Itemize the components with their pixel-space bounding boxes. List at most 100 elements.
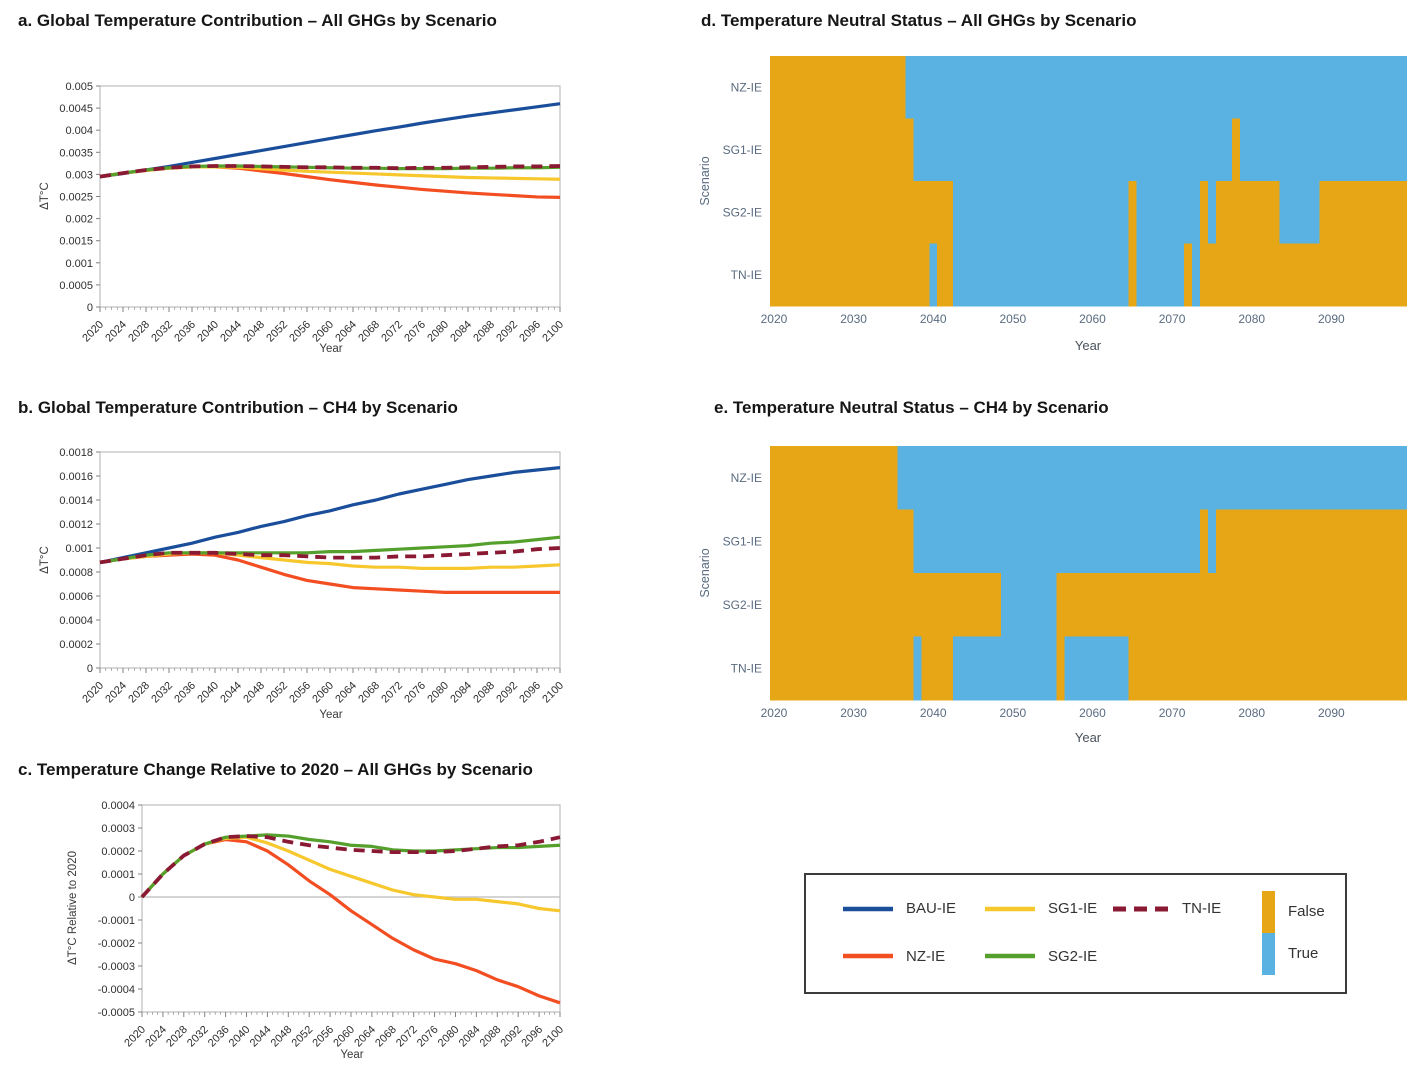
svg-text:2060: 2060 (310, 680, 336, 706)
svg-text:2048: 2048 (241, 319, 267, 345)
svg-text:2044: 2044 (218, 680, 244, 706)
heatmap-run-SG2-IE (1000, 573, 1057, 637)
svg-text:2070: 2070 (1159, 312, 1186, 326)
series-NZ-IE (140, 837, 561, 1005)
heatmap-run-TN-IE (770, 243, 930, 307)
svg-text:0.0004: 0.0004 (101, 800, 135, 812)
svg-text:2096: 2096 (517, 319, 543, 345)
status-true-swatch (1262, 932, 1275, 975)
heatmap-run-TN-IE (953, 636, 1057, 701)
heatmap-run-TN-IE (1184, 243, 1193, 307)
heatmap-run-SG2-IE (953, 181, 1129, 244)
panel-a: 0 0.0005 0.001 0.0015 0.002 0.0025 0.003 0.0035… (39, 81, 566, 355)
heatmap-run-SG1-IE (1215, 509, 1407, 574)
legend-line-nz-ie (843, 954, 893, 959)
heatmap-run-SG2-IE (1136, 181, 1200, 244)
legend-status: False True (1262, 890, 1325, 975)
svg-text:TN-IE: TN-IE (731, 268, 762, 282)
svg-text:0.0018: 0.0018 (59, 447, 93, 459)
legend-item-tn-ie: TN-IE (1112, 900, 1262, 917)
svg-text:2072: 2072 (379, 680, 405, 706)
svg-text:2056: 2056 (287, 680, 313, 706)
heatmap-run-NZ-IE (905, 56, 1407, 119)
legend-line-sg1-ie (985, 906, 1035, 911)
svg-text:0.004: 0.004 (65, 125, 93, 137)
svg-text:0.0012: 0.0012 (59, 519, 93, 531)
svg-text:0.0003: 0.0003 (101, 823, 135, 835)
status-false-label: False (1288, 902, 1325, 920)
legend-item-nz-ie: NZ-IE (842, 948, 984, 965)
svg-text:0.0014: 0.0014 (59, 495, 93, 507)
svg-text:2088: 2088 (471, 680, 497, 706)
svg-text:2080: 2080 (425, 319, 451, 345)
svg-text:2044: 2044 (248, 1024, 274, 1050)
svg-text:2080: 2080 (1238, 706, 1265, 720)
svg-text:2032: 2032 (185, 1024, 211, 1050)
heatmap-run-SG1-IE (770, 509, 914, 574)
svg-text:2100: 2100 (540, 680, 566, 706)
svg-text:Year: Year (319, 343, 342, 355)
heatmap-run-TN-IE (953, 243, 1129, 307)
heatmap-run-TN-IE (1192, 243, 1200, 307)
heatmap-run-TN-IE (921, 636, 954, 701)
heatmap-run-SG2-IE (1199, 181, 1208, 244)
status-false-swatch (1262, 890, 1275, 933)
svg-text:2030: 2030 (840, 312, 867, 326)
heatmap-run-TN-IE (770, 636, 914, 701)
heatmap-run-SG1-IE (1199, 509, 1208, 574)
heatmap-run-SG2-IE (1056, 573, 1407, 637)
status-swatch-bar (1262, 890, 1275, 975)
svg-text:Year: Year (1075, 338, 1102, 353)
series-SG2-IE (99, 535, 561, 564)
svg-text:2088: 2088 (478, 1024, 504, 1050)
legend-line-sg2-ie (985, 954, 1035, 959)
svg-text:2024: 2024 (143, 1024, 169, 1050)
svg-text:2080: 2080 (425, 680, 451, 706)
heatmap-run-SG2-IE (1279, 181, 1320, 244)
svg-text:2050: 2050 (1000, 706, 1027, 720)
legend-item-sg2-ie: SG2-IE (984, 948, 1112, 965)
heatmap-run-SG1-IE (1231, 118, 1240, 182)
heatmap-run-NZ-IE (897, 446, 1407, 510)
heatmap-run-TN-IE (1128, 243, 1137, 307)
svg-text:0.0035: 0.0035 (59, 147, 93, 159)
svg-text:2020: 2020 (122, 1024, 148, 1050)
svg-text:2100: 2100 (540, 1024, 566, 1050)
svg-text:2068: 2068 (356, 319, 382, 345)
series-TN-IE (99, 164, 561, 179)
svg-text:0.0002: 0.0002 (59, 639, 93, 651)
svg-text:2048: 2048 (241, 680, 267, 706)
svg-text:2084: 2084 (457, 1024, 483, 1050)
svg-text:2036: 2036 (172, 319, 198, 345)
svg-text:2090: 2090 (1318, 312, 1345, 326)
status-labels: False True (1288, 891, 1325, 975)
svg-text:0.0045: 0.0045 (59, 103, 93, 115)
svg-text:-0.0004: -0.0004 (98, 984, 135, 996)
svg-text:2096: 2096 (517, 680, 543, 706)
series-SG1-IE (99, 551, 561, 571)
svg-text:SG2-IE: SG2-IE (723, 598, 762, 612)
svg-text:0: 0 (87, 663, 93, 675)
svg-text:2030: 2030 (840, 706, 867, 720)
panel-e: NZ-IE SG1-IE SG2-IE TN-IE 2020 2030 2040 2050 20… (698, 446, 1407, 745)
svg-text:2024: 2024 (103, 680, 129, 706)
svg-text:2072: 2072 (394, 1024, 420, 1050)
svg-text:0: 0 (129, 892, 135, 904)
heatmap-run-SG2-IE (770, 181, 954, 244)
svg-text:0.0002: 0.0002 (101, 846, 135, 858)
panel-b-title: b. Global Temperature Contribution – CH4… (18, 398, 458, 417)
svg-text:2044: 2044 (218, 319, 244, 345)
svg-text:2060: 2060 (1079, 312, 1106, 326)
panel-b: 0 0.0002 0.0004 0.0006 0.0008 0.001 0.0012 0.00… (39, 447, 566, 721)
panel-c-title: c. Temperature Change Relative to 2020 –… (18, 760, 533, 779)
svg-text:2092: 2092 (494, 319, 520, 345)
svg-text:2050: 2050 (1000, 312, 1027, 326)
heatmap-run-TN-IE (929, 243, 938, 307)
svg-text:2076: 2076 (402, 319, 428, 345)
heatmap-run-NZ-IE (770, 446, 898, 510)
svg-text:2084: 2084 (448, 319, 474, 345)
heatmap-run-NZ-IE (770, 56, 906, 119)
panel-e-title: e. Temperature Neutral Status – CH4 by S… (714, 398, 1109, 417)
svg-text:2028: 2028 (164, 1024, 190, 1050)
